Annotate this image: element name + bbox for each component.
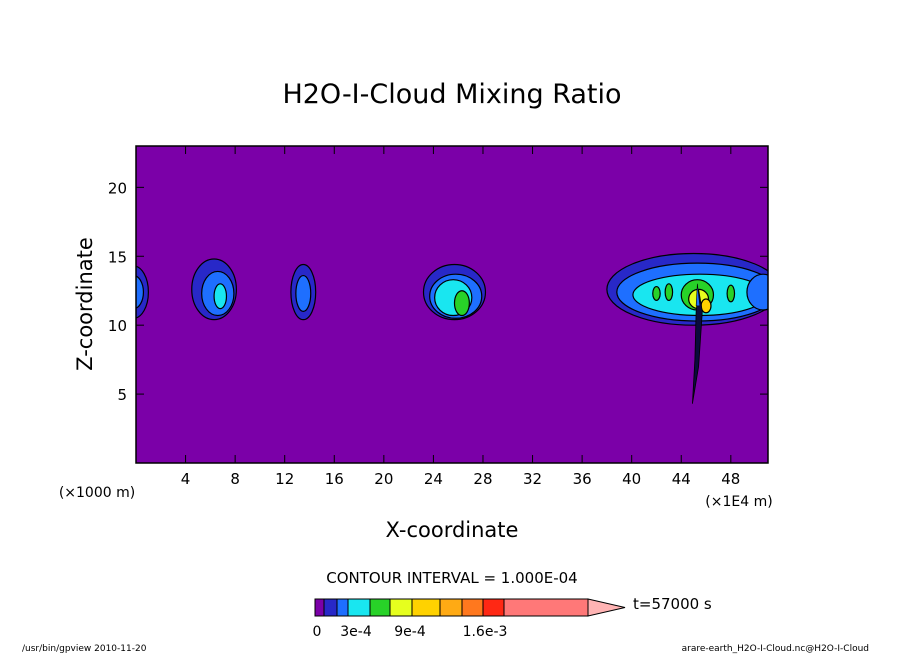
cloud-level-4	[652, 285, 661, 301]
colorbar-box	[411, 598, 441, 617]
colorbar-box	[314, 598, 325, 617]
colorbar-box	[369, 598, 391, 617]
x-tick-label: 36	[573, 470, 592, 488]
x-tick-label: 12	[275, 470, 294, 488]
y-tick-label: 10	[108, 317, 127, 335]
footer-left: /usr/bin/gpview 2010-11-20	[22, 644, 147, 654]
cloud-level-3	[213, 283, 228, 310]
x-tick-label: 40	[622, 470, 641, 488]
colorbar-tick-label: 0	[313, 624, 322, 640]
x-tick-label: 8	[230, 470, 240, 488]
x-tick-label: 16	[325, 470, 344, 488]
cloud-level-4	[664, 283, 674, 301]
y-tick-label: 15	[108, 248, 127, 266]
x-unit-label: (×1E4 m)	[705, 494, 772, 510]
y-tick-label: 5	[117, 386, 127, 404]
colorbar-box	[503, 598, 589, 617]
cloud-plume	[692, 289, 703, 404]
cloud-level-2	[136, 275, 145, 309]
contour-features	[136, 252, 768, 404]
footer-right: arare-earth_H2O-I-Cloud.nc@H2O-I-Cloud	[682, 644, 869, 654]
colorbar-box	[439, 598, 463, 617]
x-axis-label: X-coordinate	[386, 518, 519, 542]
x-tick-label: 28	[473, 470, 492, 488]
colorbar-box	[323, 598, 338, 617]
colorbar-tick-label: 9e-4	[394, 624, 426, 640]
colorbar-box	[482, 598, 505, 617]
x-tick-label: 24	[424, 470, 443, 488]
y-axis-label: Z-coordinate	[73, 237, 97, 371]
y-unit-label: (×1000 m)	[59, 485, 135, 501]
x-tick-label: 48	[721, 470, 740, 488]
chart-title: H2O-I-Cloud Mixing Ratio	[282, 79, 621, 110]
y-tick-label: 20	[108, 179, 127, 197]
colorbar-box	[389, 598, 413, 617]
contour-interval: CONTOUR INTERVAL = 1.000E-04	[326, 569, 577, 587]
x-tick-label: 32	[523, 470, 542, 488]
colorbar-arrow	[587, 598, 626, 617]
plot-frame	[135, 145, 769, 464]
cloud-level-2	[746, 273, 768, 311]
colorbar-box	[347, 598, 371, 617]
cloud-plume-core	[695, 283, 701, 307]
cloud-level-4	[453, 290, 470, 317]
cloud-level-4	[726, 284, 736, 303]
colorbar-box	[461, 598, 484, 617]
colorbar: 0 3e-4 9e-4 1.6e-3	[313, 598, 626, 640]
colorbar-box	[336, 598, 349, 617]
cloud-level-2	[295, 274, 312, 312]
time-label: t=57000 s	[633, 595, 712, 613]
x-tick-label: 20	[374, 470, 393, 488]
colorbar-tick-label: 3e-4	[340, 624, 372, 640]
x-tick-label: 44	[672, 470, 691, 488]
x-tick-label: 4	[181, 470, 191, 488]
colorbar-tick-label: 1.6e-3	[463, 624, 508, 640]
